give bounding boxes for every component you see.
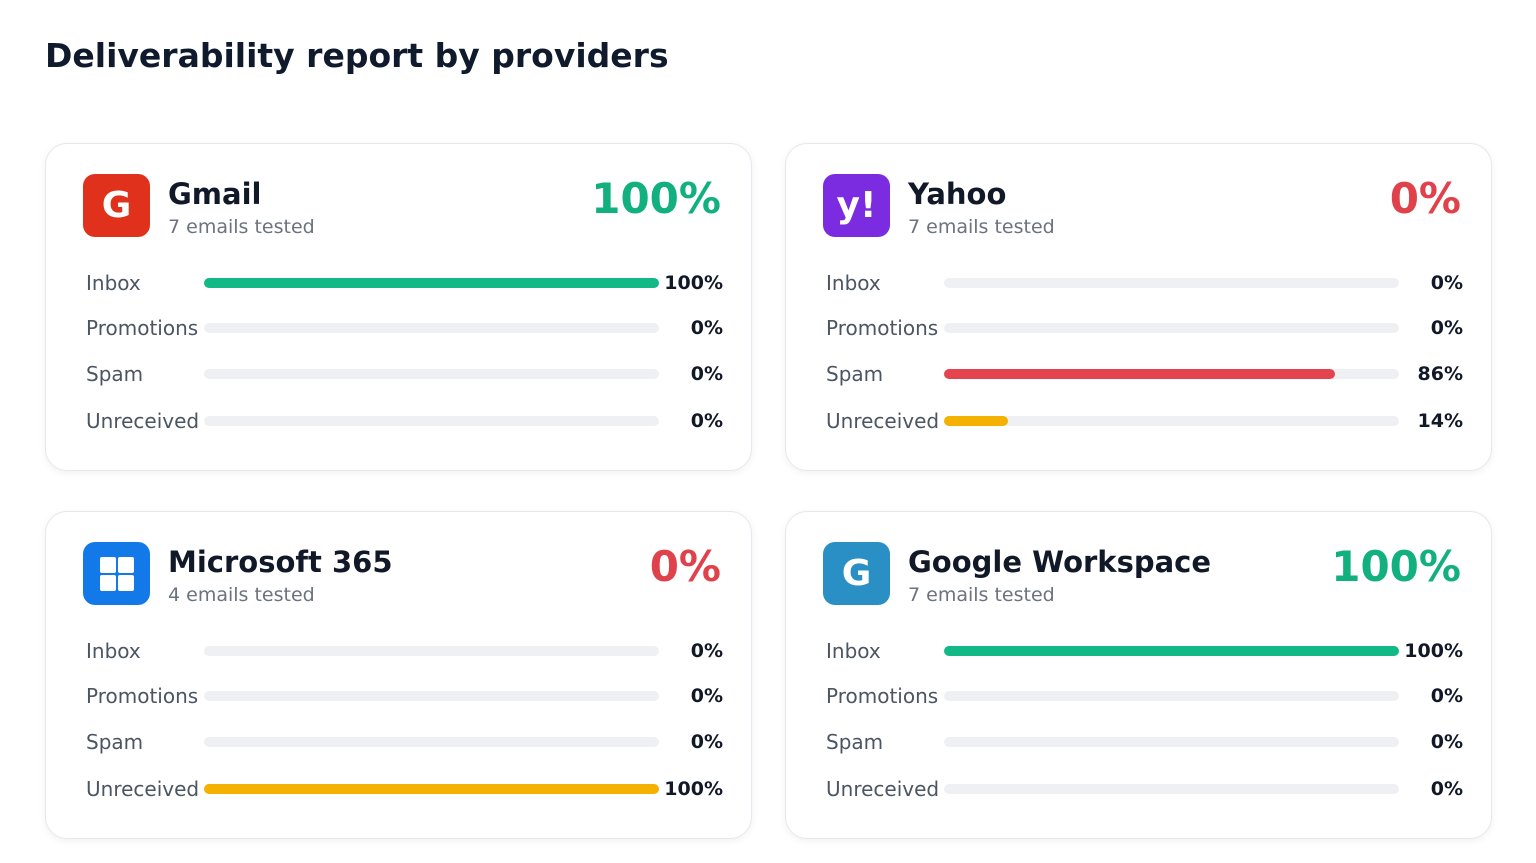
bar-track: [944, 784, 1399, 794]
row-label: Spam: [86, 730, 144, 754]
provider-score: 0%: [649, 542, 721, 591]
provider-score: 0%: [1389, 174, 1461, 223]
row-label: Inbox: [86, 271, 141, 295]
windows-icon: [99, 556, 134, 591]
bar-track: [204, 646, 659, 656]
row-value: 0%: [1430, 778, 1463, 800]
row-value: 0%: [690, 410, 723, 432]
row-label: Spam: [86, 362, 144, 386]
provider-name: Google Workspace: [908, 545, 1212, 579]
provider-logo: G: [83, 174, 150, 237]
bar-track: [204, 737, 659, 747]
row-label: Unreceived: [86, 409, 200, 433]
bar-track: [944, 323, 1399, 333]
row-label: Spam: [826, 362, 884, 386]
row-label: Unreceived: [86, 777, 200, 801]
row-value: 0%: [1430, 272, 1463, 294]
row-value: 0%: [1430, 731, 1463, 753]
provider-name: Gmail: [168, 177, 262, 211]
row-label: Inbox: [826, 271, 881, 295]
provider-subtitle: 7 emails tested: [908, 216, 1055, 238]
provider-logo: y!: [823, 174, 890, 237]
row-label: Promotions: [86, 316, 199, 340]
bar-track: [944, 691, 1399, 701]
provider-card: Microsoft 365 4 emails tested 0% Inbox 0% Pro…: [45, 511, 752, 839]
provider-card: y! Yahoo 7 emails tested 0% Inbox 0% Promotion…: [785, 143, 1492, 471]
bar-track: [204, 323, 659, 333]
provider-subtitle: 4 emails tested: [168, 584, 315, 606]
bar-track: [944, 278, 1399, 288]
row-value: 0%: [690, 685, 723, 707]
row-value: 0%: [1430, 317, 1463, 339]
row-value: 0%: [690, 731, 723, 753]
row-label: Spam: [826, 730, 884, 754]
bar-track: [944, 737, 1399, 747]
provider-logo: [83, 542, 150, 605]
bar-track: [944, 369, 1399, 379]
bar: [204, 784, 659, 794]
row-label: Inbox: [86, 639, 141, 663]
bar-track: [944, 646, 1399, 656]
provider-score: 100%: [1331, 542, 1461, 591]
row-label: Unreceived: [826, 409, 940, 433]
bar-track: [204, 278, 659, 288]
row-value: 0%: [690, 317, 723, 339]
row-value: 0%: [1430, 685, 1463, 707]
row-value: 100%: [664, 272, 723, 294]
provider-card: G Gmail 7 emails tested 100% Inbox 100% Promot…: [45, 143, 752, 471]
row-value: 0%: [690, 363, 723, 385]
bar-track: [204, 369, 659, 379]
row-label: Inbox: [826, 639, 881, 663]
page-title: Deliverability report by providers: [45, 36, 669, 75]
provider-subtitle: 7 emails tested: [908, 584, 1055, 606]
bar-track: [204, 416, 659, 426]
row-value: 100%: [1404, 640, 1463, 662]
bar-track: [944, 416, 1399, 426]
provider-subtitle: 7 emails tested: [168, 216, 315, 238]
bar: [944, 646, 1399, 656]
row-label: Promotions: [826, 684, 939, 708]
bar: [944, 369, 1336, 379]
row-value: 86%: [1417, 363, 1463, 385]
row-label: Promotions: [826, 316, 939, 340]
provider-card: G Google Workspace 7 emails tested 100% Inbo…: [785, 511, 1492, 839]
row-label: Unreceived: [826, 777, 940, 801]
provider-score: 100%: [591, 174, 721, 223]
bar: [204, 278, 659, 288]
provider-name: Microsoft 365: [168, 545, 393, 579]
provider-name: Yahoo: [908, 177, 1007, 211]
bar-track: [204, 691, 659, 701]
row-value: 100%: [664, 778, 723, 800]
row-label: Promotions: [86, 684, 199, 708]
row-value: 0%: [690, 640, 723, 662]
provider-logo: G: [823, 542, 890, 605]
bar: [944, 416, 1008, 426]
bar-track: [204, 784, 659, 794]
row-value: 14%: [1417, 410, 1463, 432]
